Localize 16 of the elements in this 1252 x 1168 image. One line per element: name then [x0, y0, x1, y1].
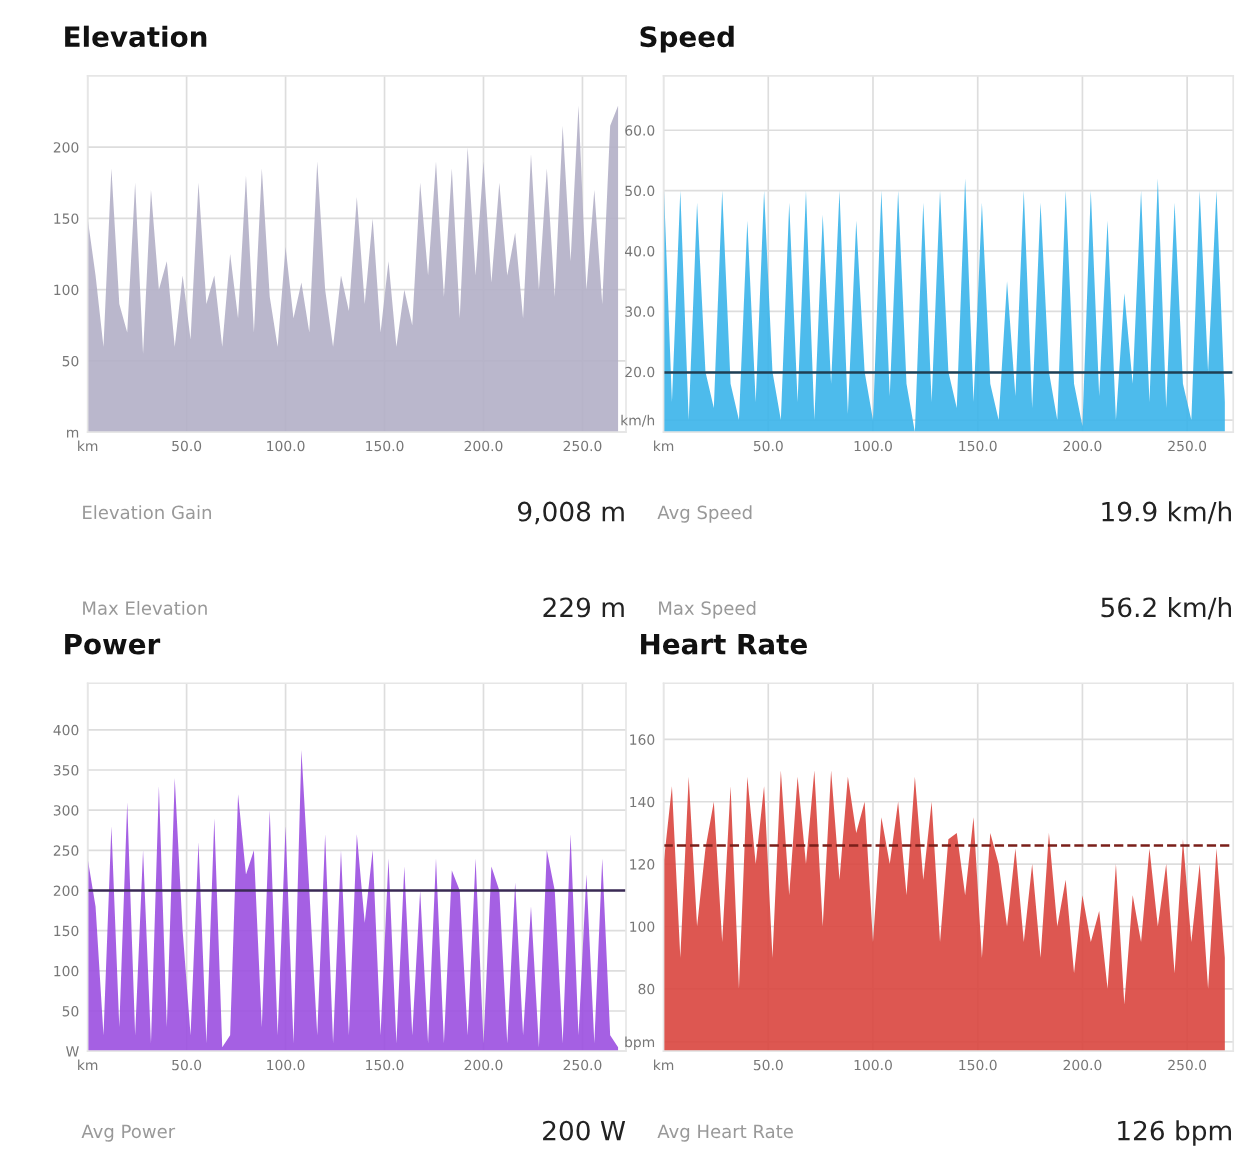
chart-title: Heart Rate	[641, 633, 807, 655]
text: Avg Power	[81, 1124, 176, 1142]
text: Avg Heart Rate	[657, 1124, 793, 1142]
chart-title: Elevation	[65, 25, 207, 48]
text: 126 bpm	[1118, 1120, 1231, 1146]
text: Avg Speed	[657, 505, 752, 523]
text: 9,008 m	[518, 501, 624, 525]
text: Max Speed	[659, 600, 756, 619]
chart-title: Power	[65, 633, 161, 655]
chart-title: Speed	[640, 25, 734, 53]
text: 229 m	[543, 597, 624, 618]
text: 200 W	[543, 1120, 626, 1141]
text: Max Elevation	[83, 600, 207, 615]
text: Elevation Gain	[83, 505, 211, 520]
text: 56.2 km/h	[1101, 596, 1231, 620]
text: 19.9 km/h	[1102, 501, 1231, 524]
